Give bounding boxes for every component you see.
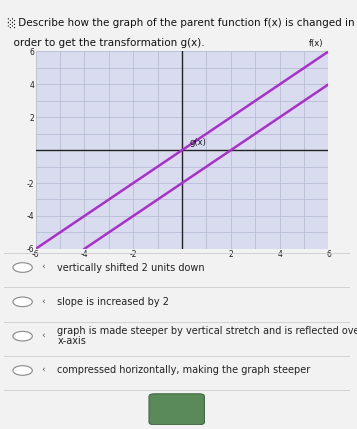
Text: ‹: ‹ xyxy=(42,263,45,272)
Text: x-axis: x-axis xyxy=(57,336,86,346)
Text: g(x): g(x) xyxy=(189,138,206,147)
Circle shape xyxy=(13,297,32,307)
Circle shape xyxy=(13,331,32,341)
Text: vertically shifted 2 units down: vertically shifted 2 units down xyxy=(57,263,205,272)
Text: ‹: ‹ xyxy=(42,366,45,375)
Text: slope is increased by 2: slope is increased by 2 xyxy=(57,297,169,307)
Text: ‹: ‹ xyxy=(42,297,45,306)
Text: ‹: ‹ xyxy=(42,332,45,341)
Text: graph is made steeper by vertical stretch and is reflected over the: graph is made steeper by vertical stretc… xyxy=(57,326,357,336)
Circle shape xyxy=(13,263,32,272)
Text: f(x): f(x) xyxy=(309,39,323,48)
Circle shape xyxy=(13,366,32,375)
Text: ✓: ✓ xyxy=(170,400,183,418)
FancyBboxPatch shape xyxy=(149,394,205,425)
Text: compressed horizontally, making the graph steeper: compressed horizontally, making the grap… xyxy=(57,366,311,375)
Text: order to get the transformation g(x).: order to get the transformation g(x). xyxy=(7,38,205,48)
Text: ░ Describe how the graph of the parent function f(x) is changed in: ░ Describe how the graph of the parent f… xyxy=(7,18,355,27)
